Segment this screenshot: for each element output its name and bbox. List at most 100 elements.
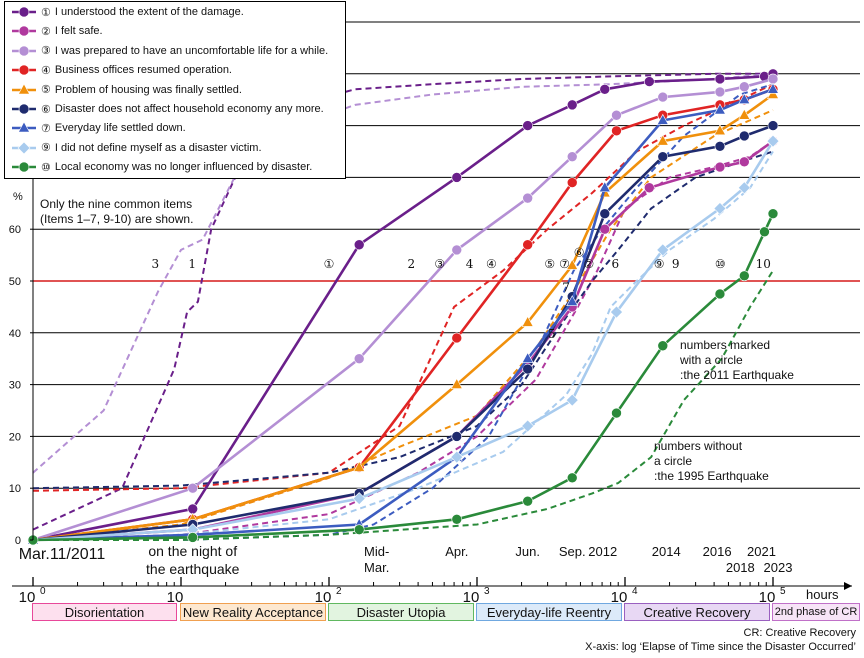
- y-tick-label: 10: [9, 483, 21, 495]
- legend-item-9: ⑩ Local economy was no longer influenced …: [11, 158, 312, 176]
- data-point: [714, 73, 726, 85]
- data-point: [766, 82, 780, 94]
- legend-label: Business offices resumed operation.: [54, 64, 232, 77]
- data-point: [353, 353, 365, 365]
- y-tick-label: 50: [9, 276, 21, 288]
- legend-swatch: [12, 64, 36, 76]
- legend-label: Disaster does not affect household econo…: [54, 103, 324, 115]
- item-mark: ⑤: [544, 257, 555, 271]
- legend-swatch-marker: [18, 26, 30, 37]
- phase-everyday-life-reentry: Everyday-life Reentry: [476, 603, 622, 621]
- circle-note-line2: with a circle: [680, 353, 743, 367]
- data-point: [451, 244, 463, 256]
- phase-creative-recovery: Creative Recovery: [624, 603, 770, 621]
- legend-swatch: [12, 141, 36, 155]
- common-items-line1: Only the nine common items: [40, 197, 193, 211]
- data-point: [353, 524, 365, 535]
- legend-swatch: [12, 45, 36, 57]
- data-point: [566, 472, 578, 484]
- data-point: [713, 103, 726, 115]
- item-mark: ②: [583, 257, 594, 271]
- data-point: [767, 208, 779, 219]
- data-point: [352, 492, 366, 505]
- dashed-line-item-6: [32, 150, 774, 490]
- data-point: [566, 99, 578, 111]
- data-point: [187, 503, 199, 515]
- data-point: [738, 93, 751, 104]
- inline-item-marks: 3 1 ① 2 ③ 4 ④ ⑤ ⑦⑥② 6 ⑨ 9 ⑩ 10 7 5: [151, 246, 771, 341]
- data-point: [656, 243, 670, 257]
- data-point: [599, 84, 611, 95]
- event-label: 2018: [726, 560, 755, 575]
- item-mark: 7: [562, 280, 570, 294]
- nocircle-note: numbers without a circle :the 1995 Earth…: [654, 439, 769, 484]
- data-point: [739, 81, 750, 93]
- data-point: [713, 202, 727, 215]
- data-point: [451, 332, 463, 344]
- legend-marker: ⑤: [41, 83, 51, 97]
- legend-swatch: [12, 26, 36, 37]
- item-mark: ⑥: [574, 246, 585, 260]
- data-point: [598, 181, 611, 193]
- legend-swatch-marker: [17, 141, 31, 155]
- legend-marker: ⑦: [41, 121, 51, 135]
- legend-marker: ③: [41, 44, 51, 58]
- legend-label: Local economy was no longer influenced b…: [54, 161, 313, 174]
- event-label: Jun.: [515, 544, 540, 559]
- x-tick-exponent: 3: [484, 586, 490, 597]
- data-point: [611, 125, 622, 137]
- circle-note-line3: :the 2011 Earthquake: [680, 368, 794, 382]
- data-point: [610, 305, 623, 319]
- legend-item-4: ④ Business offices resumed operation.: [11, 61, 232, 79]
- phase-2nd-phase-cr: 2nd phase of CR: [772, 603, 860, 621]
- legend-label: Problem of housing was finally settled.: [54, 83, 242, 96]
- data-point: [522, 363, 533, 375]
- x-tick-label: 10: [611, 589, 628, 606]
- data-point: [738, 108, 751, 120]
- data-point: [565, 393, 579, 407]
- data-point: [644, 76, 655, 87]
- data-point: [521, 419, 535, 433]
- data-point: [451, 172, 463, 183]
- x-tick-exponent: 5: [780, 586, 786, 597]
- data-point: [739, 156, 750, 168]
- item-mark: 1: [188, 257, 196, 271]
- item-mark: 5: [548, 327, 556, 341]
- item-mark: 9: [672, 257, 680, 271]
- data-point: [644, 182, 655, 194]
- data-point: [450, 450, 464, 464]
- y-tick-label: 0: [15, 535, 21, 547]
- legend-marker: ⑨: [41, 141, 51, 155]
- legend-swatch-marker: [17, 121, 31, 133]
- event-label: Mar.: [364, 560, 389, 575]
- data-point: [657, 340, 669, 352]
- legend-swatch-marker: [17, 82, 31, 94]
- dashed-line-item-3: [32, 72, 774, 474]
- data-point: [522, 239, 533, 251]
- event-label: Mid-: [364, 544, 389, 559]
- item-mark: 3: [151, 257, 159, 271]
- data-point: [566, 295, 579, 307]
- data-point: [353, 239, 365, 251]
- x-tick-exponent: 0: [40, 586, 46, 597]
- legend-label: I felt safe.: [54, 25, 103, 38]
- legend-swatch-marker: [18, 103, 30, 115]
- phase-disorientation: Disorientation: [32, 603, 177, 621]
- circle-note: numbers marked with a circle :the 2011 E…: [680, 338, 794, 383]
- solid-series-2011: [26, 68, 780, 547]
- legend-marker: ⑩: [41, 160, 51, 174]
- data-point: [566, 258, 579, 270]
- common-items-line2: (Items 1–7, 9-10) are shown.: [40, 212, 194, 226]
- data-point: [714, 141, 726, 152]
- legend-swatch-marker: [18, 6, 30, 18]
- legend-label: I was prepared to have an uncomfortable …: [54, 44, 329, 57]
- dashed-line-item-2: [32, 140, 774, 541]
- legend-marker: ②: [41, 24, 51, 38]
- legend-item-5: ⑤ Problem of housing was finally settled.: [11, 81, 242, 99]
- x-tick-exponent: 4: [632, 586, 638, 597]
- y-tick-label: 40: [9, 328, 21, 340]
- legend-swatch-marker: [18, 64, 30, 76]
